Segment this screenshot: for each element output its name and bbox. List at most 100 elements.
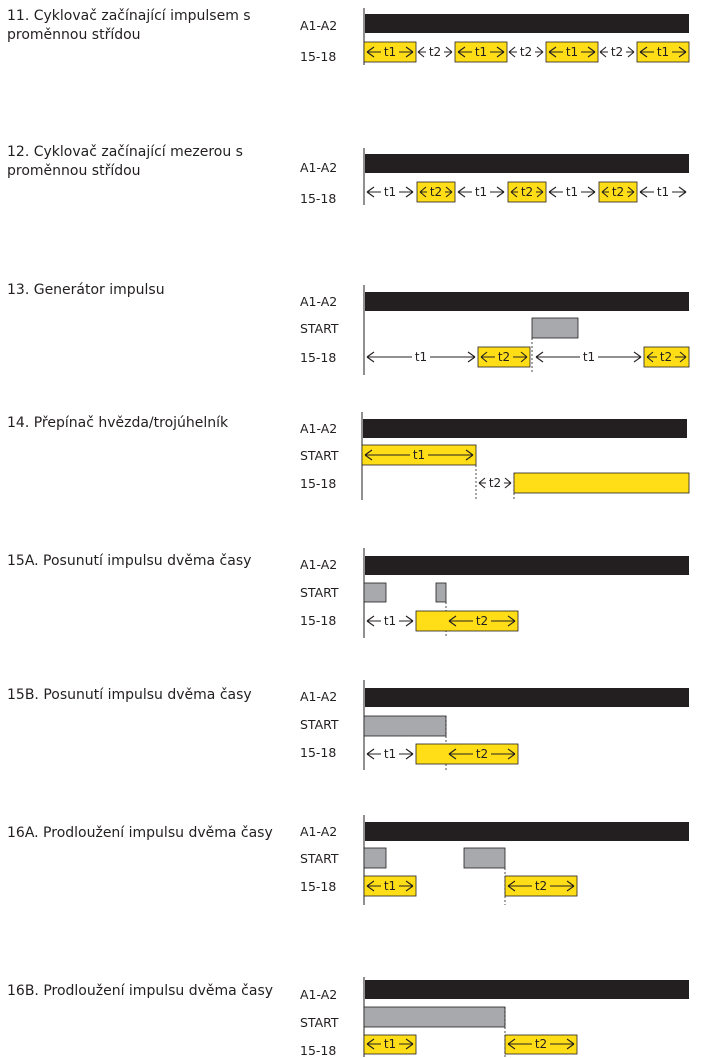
start-pulse (363, 1006, 506, 1028)
timing-label: t1 (475, 45, 487, 59)
label-background (412, 350, 430, 364)
supply-bar (365, 822, 689, 841)
label-background (654, 45, 672, 59)
label-background (381, 879, 399, 893)
signal-label-15-18: 15-18 (300, 1043, 337, 1058)
function-title: 11. Cyklovač začínající impulsem s promě… (7, 8, 251, 43)
function-title: 16A. Prodloužení impulsu dvěma časy (7, 825, 273, 841)
timing-diagram-15a: t1 t2 (363, 548, 689, 638)
signal-label-a1-a2: A1-A2 (300, 18, 338, 33)
timing-label: t1 (657, 45, 669, 59)
label-background (532, 879, 550, 893)
function-title: 15B. Posunutí impulsu dvěma časy (7, 687, 252, 703)
timing-label: t2 (521, 185, 533, 199)
label-background (381, 614, 399, 628)
timing-label: t1 (583, 350, 595, 364)
supply-bar (365, 154, 689, 173)
label-background (657, 350, 675, 364)
label-background (518, 185, 536, 199)
timing-label: t1 (384, 614, 396, 628)
label-background (654, 185, 672, 199)
timing-label: t1 (384, 45, 396, 59)
signal-label-a1-a2: A1-A2 (300, 421, 338, 436)
function-title: 14. Přepínač hvězda/trojúhelník (7, 415, 229, 431)
label-background (381, 1037, 399, 1051)
timing-label: t2 (535, 879, 547, 893)
timing-label: t2 (498, 350, 510, 364)
start-pulse (463, 847, 506, 869)
signal-label-start: START (300, 321, 339, 336)
label-background (381, 185, 399, 199)
label-background (486, 476, 504, 490)
timing-label: t2 (660, 350, 672, 364)
supply-bar (365, 14, 689, 33)
label-background (580, 350, 598, 364)
signal-label-a1-a2: A1-A2 (300, 987, 338, 1002)
label-background (381, 747, 399, 761)
signal-label-15-18: 15-18 (300, 191, 337, 206)
label-background (563, 185, 581, 199)
supply-bar (365, 688, 689, 707)
timing-label: t2 (476, 614, 488, 628)
timing-label: t2 (476, 747, 488, 761)
timing-label: t2 (520, 45, 532, 59)
timing-label: t1 (415, 350, 427, 364)
label-background (495, 350, 513, 364)
timing-label: t1 (475, 185, 487, 199)
timing-label: t2 (611, 45, 623, 59)
timing-label: t1 (413, 448, 425, 462)
timing-label: t2 (535, 1037, 547, 1051)
timing-label: t2 (489, 476, 501, 490)
timing-diagram-11: t1 t2 t1 t2 t1 t2 t1 (363, 8, 690, 65)
start-pulse (363, 582, 387, 603)
label-background (608, 45, 626, 59)
output-pulse (513, 472, 690, 494)
label-background (532, 1037, 550, 1051)
timing-diagram-16a: t1 t2 (363, 815, 689, 905)
label-background (517, 45, 535, 59)
signal-label-a1-a2: A1-A2 (300, 824, 338, 839)
timing-label: t1 (657, 185, 669, 199)
timing-label: t2 (612, 185, 624, 199)
signal-label-start: START (300, 851, 339, 866)
supply-bar (365, 556, 689, 575)
timing-diagram-12: t1 t2 t1 t2 t1 t2 t1 (363, 148, 689, 205)
signal-label-start: START (300, 717, 339, 732)
label-background (563, 45, 581, 59)
signal-label-15-18: 15-18 (300, 49, 337, 64)
signal-label-a1-a2: A1-A2 (300, 294, 338, 309)
function-title: 12. Cyklovač začínající mezerou s proměn… (7, 144, 243, 179)
timing-diagram-13: t1 t2 t1 t2 (363, 285, 690, 375)
supply-bar (365, 292, 689, 311)
function-title: 16B. Prodloužení impulsu dvěma časy (7, 983, 274, 999)
supply-bar (365, 980, 689, 999)
signal-label-start: START (300, 1015, 339, 1030)
timing-label: t1 (384, 747, 396, 761)
label-background (426, 45, 444, 59)
timing-label: t1 (566, 185, 578, 199)
signal-label-a1-a2: A1-A2 (300, 160, 338, 175)
signal-label-start: START (300, 448, 339, 463)
signal-label-a1-a2: A1-A2 (300, 557, 338, 572)
start-pulse (531, 317, 579, 339)
supply-bar (363, 419, 687, 438)
function-title: 13. Generátor impulsu (7, 282, 165, 298)
label-background (473, 747, 491, 761)
start-pulse (363, 847, 387, 869)
signal-label-15-18: 15-18 (300, 613, 337, 628)
label-background (609, 185, 627, 199)
label-background (381, 45, 399, 59)
label-background (472, 45, 490, 59)
timing-diagram-15b: t1 t2 (363, 680, 689, 770)
timing-label: t1 (384, 185, 396, 199)
label-background (427, 185, 445, 199)
signal-label-15-18: 15-18 (300, 350, 337, 365)
signal-label-start: START (300, 585, 339, 600)
timing-label: t2 (429, 45, 441, 59)
signal-label-a1-a2: A1-A2 (300, 689, 338, 704)
label-background (473, 614, 491, 628)
label-background (410, 448, 428, 462)
label-background (472, 185, 490, 199)
timing-label: t1 (566, 45, 578, 59)
